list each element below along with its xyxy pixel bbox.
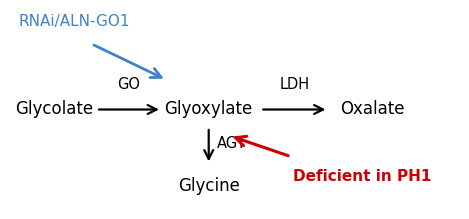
Text: LDH: LDH [280,77,310,92]
Text: RNAi/ALN-GO1: RNAi/ALN-GO1 [19,14,130,29]
Text: AGT: AGT [217,136,247,151]
Text: Glycolate: Glycolate [15,101,93,118]
Text: GO: GO [117,77,141,92]
Text: Glyoxylate: Glyoxylate [165,101,253,118]
Text: Deficient in PH1: Deficient in PH1 [293,169,431,184]
Text: Glycine: Glycine [178,177,240,195]
Text: Oxalate: Oxalate [340,101,405,118]
